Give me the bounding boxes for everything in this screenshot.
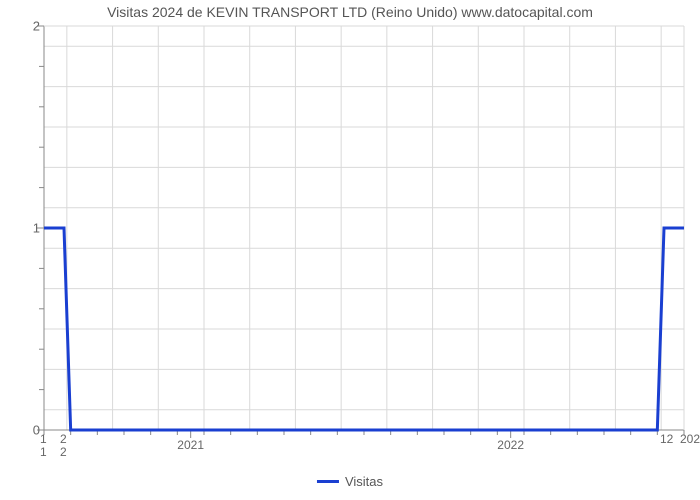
x-bound-label: 1 (40, 432, 47, 446)
chart-container: Visitas 2024 de KEVIN TRANSPORT LTD (Rei… (0, 0, 700, 500)
x-tick-label: 2022 (497, 438, 524, 452)
y-tick-label: 1 (33, 221, 40, 236)
y-tick-label: 0 (33, 423, 40, 438)
legend-swatch (317, 480, 339, 483)
x-bound-label: 2 (60, 445, 67, 459)
chart-legend: Visitas (317, 474, 383, 489)
x-bound-label: 202 (680, 432, 700, 446)
legend-label: Visitas (345, 474, 383, 489)
x-bound-label: 1 (40, 445, 47, 459)
plot-area: 01220212022112212202 (44, 26, 684, 430)
chart-title: Visitas 2024 de KEVIN TRANSPORT LTD (Rei… (0, 4, 700, 20)
x-tick-label: 2021 (177, 438, 204, 452)
x-bound-label: 12 (660, 432, 673, 446)
x-bound-label: 2 (60, 432, 67, 446)
y-tick-label: 2 (33, 19, 40, 34)
